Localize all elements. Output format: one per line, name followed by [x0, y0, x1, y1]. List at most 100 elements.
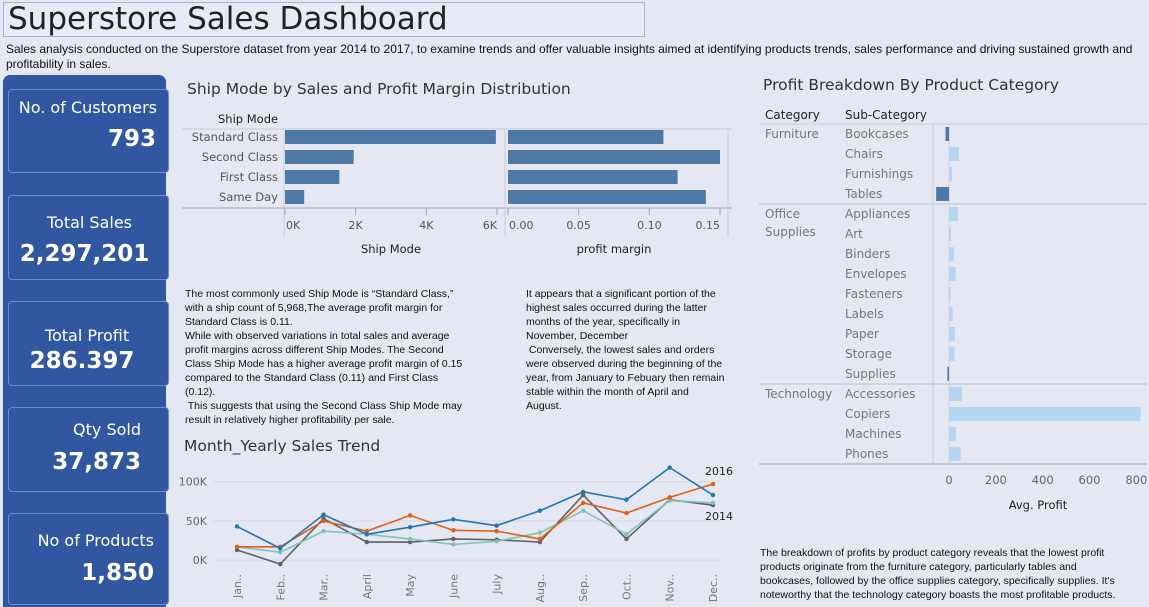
series-point[interactable] — [364, 539, 370, 545]
series-point[interactable] — [278, 550, 283, 555]
profit-bar[interactable] — [949, 207, 959, 221]
ship-mode-chart: Ship Mode Standard Class Second Class First… — [182, 112, 732, 256]
kpi-sales-value: 2,297,201 — [19, 241, 150, 267]
series-point[interactable] — [537, 508, 543, 513]
y-tick-label: 100K — [179, 476, 208, 489]
profit-bar[interactable] — [949, 347, 955, 361]
series-point[interactable] — [451, 528, 456, 533]
series-point[interactable] — [580, 508, 586, 513]
profit-bar[interactable] — [936, 187, 950, 201]
series-point[interactable] — [624, 536, 629, 542]
ship-bar[interactable] — [285, 170, 340, 184]
profit-bar[interactable] — [949, 447, 961, 461]
x-tick-label: 200 — [985, 473, 1007, 487]
series-point[interactable] — [624, 510, 629, 516]
series-point[interactable] — [234, 544, 240, 550]
series-point[interactable] — [407, 525, 413, 530]
series-point[interactable] — [494, 528, 499, 534]
trend-text-line: were observed during the beginning of th… — [526, 358, 723, 370]
trend-text-line: months of the year, specifically in — [526, 316, 681, 328]
profit-bar[interactable] — [949, 427, 957, 441]
series-line[interactable] — [237, 483, 714, 548]
series-point[interactable] — [451, 536, 456, 542]
subcategory-label: Art — [845, 227, 863, 241]
subcategory-label: Accessories — [845, 387, 915, 401]
series-point[interactable] — [407, 513, 413, 518]
ship-bar[interactable] — [285, 190, 305, 204]
x-tick-label: 0.00 — [509, 219, 534, 232]
series-point[interactable] — [407, 536, 413, 542]
series-point[interactable] — [278, 561, 283, 567]
ship-text-line: profit margins across different Ship Mod… — [185, 344, 444, 356]
series-point[interactable] — [234, 524, 240, 529]
ship-text-line: (0.12). — [185, 386, 216, 398]
profit-chart-title: Profit Breakdown By Product Category — [763, 76, 1060, 94]
dashboard-subtitle: Sales analysis conducted on the Supersto… — [6, 42, 1133, 71]
trend-text-line: It appears that a significant portion of… — [526, 288, 716, 300]
kpi-qty-value: 37,873 — [52, 449, 141, 475]
row-header: Ship Mode — [218, 112, 278, 126]
profit-bar[interactable] — [945, 127, 950, 141]
series-point[interactable] — [624, 497, 629, 502]
profit-bar[interactable] — [949, 287, 951, 301]
series-point[interactable] — [624, 532, 629, 537]
series-line[interactable] — [236, 466, 714, 550]
series-point[interactable] — [537, 539, 543, 545]
series-point[interactable] — [580, 500, 586, 506]
x-tick-label: 400 — [1032, 473, 1054, 487]
series-point[interactable] — [494, 523, 499, 528]
series-point[interactable] — [667, 498, 672, 503]
ship-text-line: with a ship count of 5,968,The average p… — [185, 302, 443, 314]
profit-bar[interactable] — [949, 167, 953, 181]
series-point[interactable] — [537, 530, 543, 535]
ship-text-line: The most commonly used Ship Mode is “Sta… — [185, 288, 454, 300]
series-point[interactable] — [667, 495, 672, 500]
kpi-products-card: No of Products 1,850 — [8, 513, 169, 605]
series-point[interactable] — [364, 532, 370, 537]
profit-text-line: noteworthy that the technology category … — [760, 589, 1116, 601]
ship-bar[interactable] — [285, 130, 496, 144]
ship-bar[interactable] — [508, 190, 706, 204]
month-label: May — [404, 574, 417, 597]
subcategory-label: Chairs — [845, 147, 883, 161]
profit-bar[interactable] — [949, 227, 951, 241]
profit-bar[interactable] — [949, 147, 960, 161]
series-point[interactable] — [710, 492, 716, 498]
series-point[interactable] — [278, 546, 283, 551]
series-point[interactable] — [580, 492, 586, 498]
series-point[interactable] — [407, 539, 413, 545]
series-point[interactable] — [710, 500, 716, 506]
profit-bar[interactable] — [949, 327, 955, 341]
series-point[interactable] — [537, 536, 543, 542]
series-point[interactable] — [364, 528, 370, 534]
series-point[interactable] — [710, 481, 716, 487]
series-point[interactable] — [234, 547, 240, 553]
series-line[interactable] — [236, 499, 714, 554]
profit-bar[interactable] — [947, 367, 950, 381]
series-point[interactable] — [451, 542, 456, 547]
subcategory-label: Machines — [845, 427, 901, 441]
subcategory-label: Fasteners — [845, 287, 903, 301]
profit-bar[interactable] — [949, 307, 953, 321]
series-point[interactable] — [494, 539, 499, 544]
ship-bar[interactable] — [285, 150, 354, 164]
kpi-profit-label: Total Profit — [44, 326, 130, 345]
profit-bar[interactable] — [949, 387, 962, 401]
x-tick-label: 6K — [483, 219, 498, 232]
month-label: Feb.. — [274, 574, 287, 600]
series-point[interactable] — [321, 528, 326, 534]
series-point[interactable] — [451, 517, 456, 522]
profit-bar[interactable] — [949, 267, 956, 281]
series-point[interactable] — [321, 518, 326, 524]
ship-bar[interactable] — [508, 130, 664, 144]
series-point[interactable] — [667, 465, 672, 470]
subcategory-label: Appliances — [845, 207, 910, 221]
series-point[interactable] — [321, 512, 326, 517]
ship-bar[interactable] — [508, 150, 720, 164]
kpi-products-label: No of Products — [37, 531, 154, 550]
profit-bar[interactable] — [949, 407, 1141, 421]
ship-bar[interactable] — [508, 170, 678, 184]
series-point[interactable] — [580, 489, 586, 495]
subcategory-label: Supplies — [845, 367, 896, 381]
profit-bar[interactable] — [949, 247, 954, 261]
